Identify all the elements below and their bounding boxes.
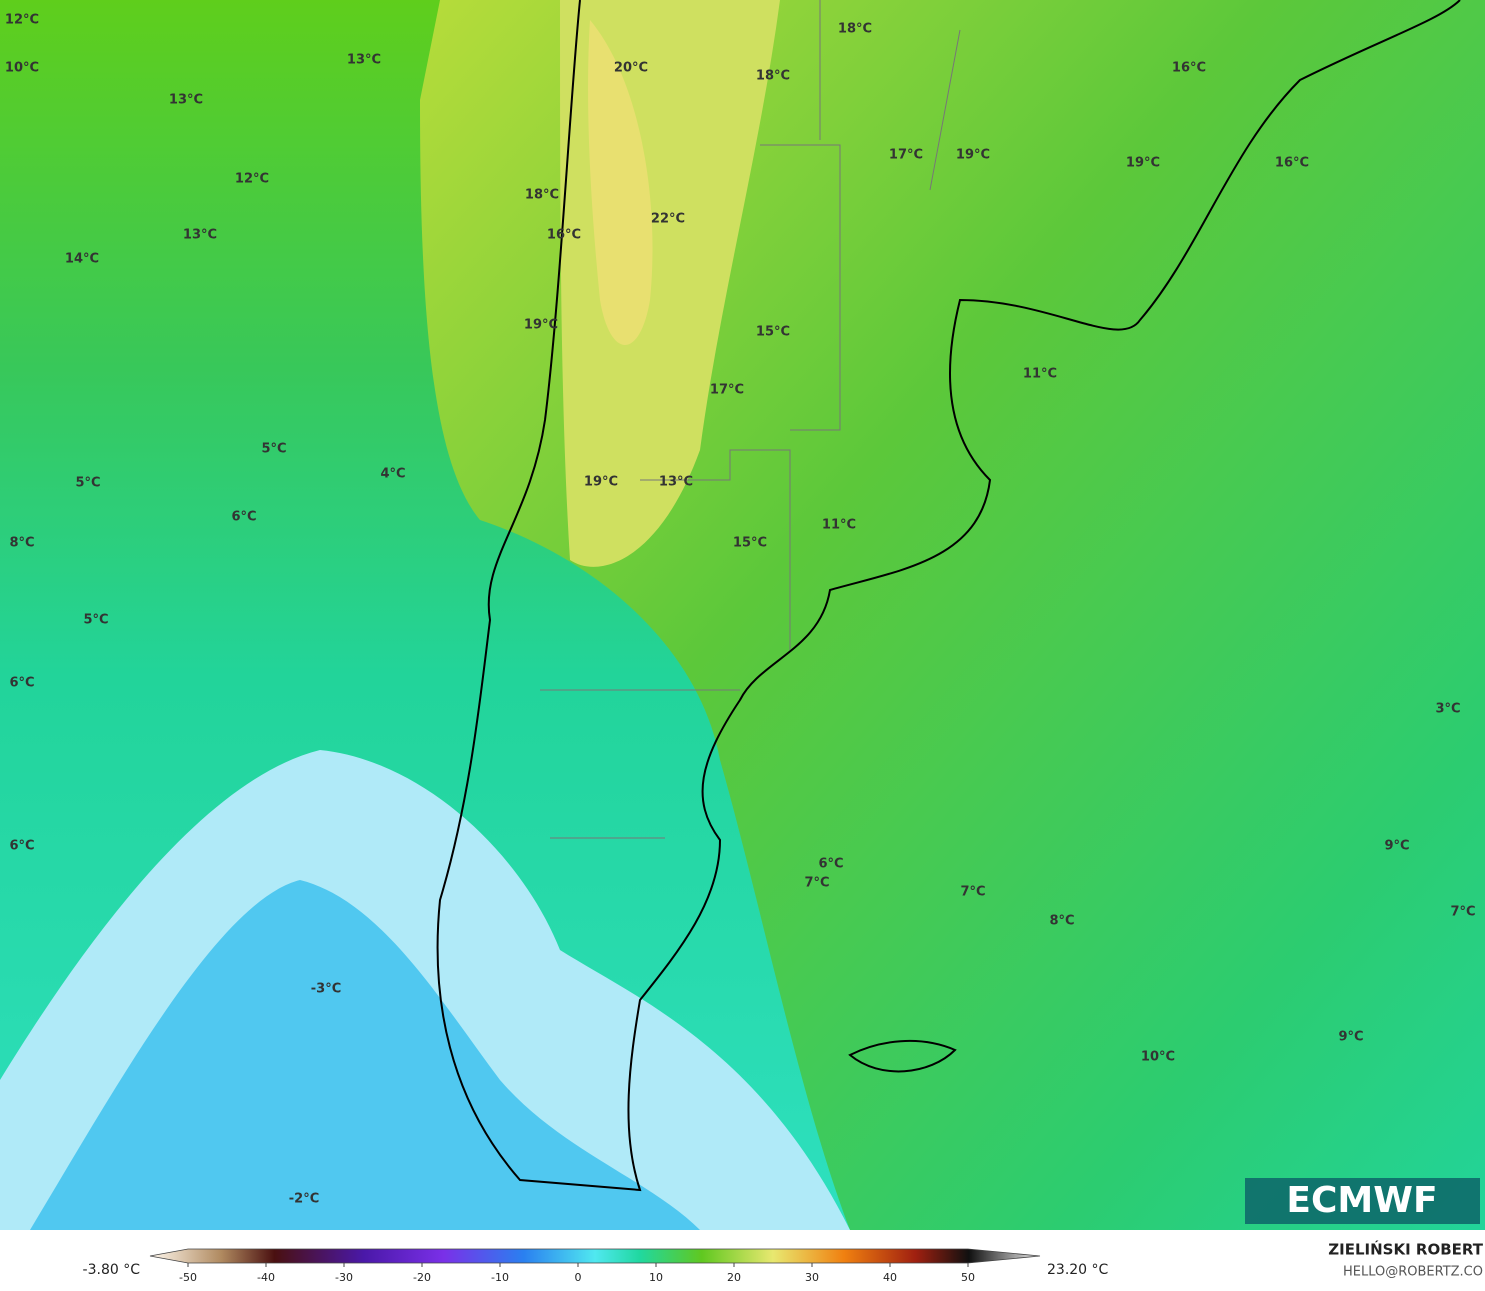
temperature-label: 18°C (525, 188, 559, 203)
colorbar-tick-label: 30 (805, 1271, 819, 1284)
temperature-label: 7°C (804, 876, 829, 891)
temperature-label: 13°C (183, 228, 217, 243)
temperature-label: 7°C (960, 885, 985, 900)
falkland-islands (848, 1040, 957, 1073)
temperature-label: 4°C (380, 467, 405, 482)
borders (540, 0, 961, 839)
temperature-label: 6°C (818, 857, 843, 872)
temperature-label: 13°C (169, 93, 203, 108)
temperature-label: 8°C (1049, 914, 1074, 929)
map: 12°C 10°C 13°C 13°C 20°C 18°C 18°C 16°C 12°C 17°C… (0, 0, 1485, 1230)
colorbar-tick-label: 40 (883, 1271, 897, 1284)
temperature-label: 10°C (1141, 1050, 1175, 1065)
temperature-label: 12°C (5, 13, 39, 28)
temperature-label: 14°C (65, 252, 99, 267)
temperature-label: 5°C (83, 613, 108, 628)
hot-region (588, 20, 653, 345)
temperature-label: 15°C (756, 325, 790, 340)
temperature-label: 6°C (9, 676, 34, 691)
temperature-label: 9°C (1338, 1030, 1363, 1045)
colorbar-bar (149, 1248, 1041, 1264)
temperature-label: 16°C (547, 228, 581, 243)
temperature-label: 6°C (231, 510, 256, 525)
temperature-label: 19°C (584, 475, 618, 490)
temperature-label: 3°C (1435, 702, 1460, 717)
temperature-label: 13°C (659, 475, 693, 490)
temperature-label: 19°C (524, 318, 558, 333)
temperature-label: 9°C (1384, 839, 1409, 854)
temperature-label: 11°C (1023, 367, 1057, 382)
credit-email: HELLO@ROBERTZ.CO (1343, 1265, 1483, 1280)
temperature-label: 7°C (1450, 905, 1475, 920)
coldest-region (30, 880, 700, 1230)
logo: ECMWF (1286, 1180, 1437, 1221)
colorbar-tick-label: 50 (961, 1271, 975, 1284)
temperature-label: 18°C (838, 22, 872, 37)
coastline (436, 0, 1461, 1192)
colorbar-tick-label: -40 (257, 1271, 275, 1284)
temperature-label: 6°C (9, 839, 34, 854)
colorbar-tick-label: -50 (179, 1271, 197, 1284)
colorbar: -3.80 °C 23.20 °C -50 -40 -30 -20 -10 0 10 20 30… (83, 1248, 1109, 1284)
temperature-label: 17°C (710, 383, 744, 398)
colorbar-tick-label: -10 (491, 1271, 509, 1284)
colorbar-tick-label: -20 (413, 1271, 431, 1284)
temperature-label: 16°C (1275, 156, 1309, 171)
temperature-label: 20°C (614, 61, 648, 76)
temperature-label: 22°C (651, 212, 685, 227)
temperature-label: 15°C (733, 536, 767, 551)
colorbar-tick-label: 10 (649, 1271, 663, 1284)
colorbar-tick-label: 0 (575, 1271, 582, 1284)
temperature-label: 16°C (1172, 61, 1206, 76)
temperature-label: 19°C (956, 148, 990, 163)
temperature-label: 10°C (5, 61, 39, 76)
legend-min: -3.80 °C (83, 1262, 141, 1278)
temperature-label: 17°C (889, 148, 923, 163)
temperature-label: 11°C (822, 518, 856, 533)
temperature-labels: 12°C 10°C 13°C 13°C 20°C 18°C 18°C 16°C 12°C 17°C… (5, 13, 1476, 1207)
temperature-label: -2°C (289, 1192, 319, 1207)
credit-name: ZIELIŃSKI ROBERT (1328, 1240, 1483, 1259)
temperature-label: 19°C (1126, 156, 1160, 171)
logo-box (1245, 1178, 1480, 1224)
temperature-label: 5°C (75, 476, 100, 491)
colorbar-tick-label: -30 (335, 1271, 353, 1284)
colorbar-tick-label: 20 (727, 1271, 741, 1284)
temperature-label: 13°C (347, 53, 381, 68)
temperature-label: 12°C (235, 172, 269, 187)
temperature-label: 5°C (261, 442, 286, 457)
legend-max: 23.20 °C (1047, 1262, 1109, 1278)
temperature-label: 18°C (756, 69, 790, 84)
temperature-label: 8°C (9, 536, 34, 551)
temperature-label: -3°C (311, 982, 341, 997)
